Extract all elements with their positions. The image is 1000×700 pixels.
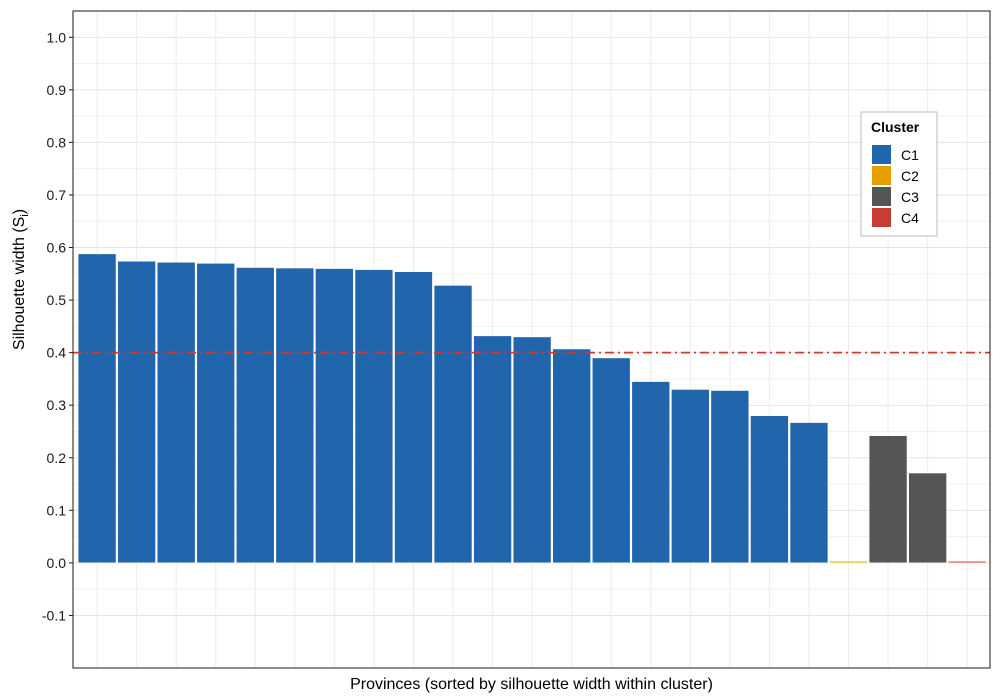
bar-c1 [789, 422, 829, 564]
y-tick-label: 0.1 [47, 502, 67, 518]
bar-c1 [196, 262, 236, 564]
y-axis-title-suffix: ) [11, 209, 28, 214]
y-axis-title-subscript: i [19, 214, 31, 216]
bar-c1 [77, 253, 117, 564]
plot-panel-border [72, 10, 991, 669]
y-tick-label: 0.7 [47, 187, 67, 203]
bar-c3 [868, 435, 908, 564]
legend: Cluster C1 C2 C3 C4 [860, 111, 938, 237]
y-tick-label: -0.1 [42, 607, 66, 623]
bar-c1 [433, 285, 473, 564]
bar-c3 [908, 472, 947, 564]
y-tick-label: 0.3 [47, 397, 67, 413]
bar-c1 [394, 271, 433, 564]
legend-title: Cluster [871, 119, 920, 135]
bar-c1 [473, 335, 512, 564]
legend-label-c4: C4 [901, 210, 919, 226]
bar-c1 [591, 357, 631, 564]
x-axis-title: Provinces (sorted by silhouette width wi… [350, 676, 713, 693]
y-tick-label: 0.8 [47, 134, 67, 150]
bar-c2 [829, 560, 868, 564]
bar-c1 [275, 267, 315, 564]
y-tick-label: 0.2 [47, 450, 67, 466]
bar-c1 [156, 261, 196, 564]
legend-items: C1 C2 C3 C4 [872, 145, 919, 227]
bars-group [77, 253, 987, 564]
legend-label-c3: C3 [901, 189, 919, 205]
bar-c1 [315, 268, 354, 564]
y-tick-label: 0.4 [47, 345, 67, 361]
y-axis: -0.1 0.0 0.1 0.2 0.3 0.4 0.5 0.6 0.7 0.8 0.9 1.0 [42, 29, 73, 623]
bar-c1 [512, 336, 552, 564]
y-tick-label: 0.0 [47, 555, 67, 571]
bar-c1 [117, 260, 156, 564]
legend-swatch-c4 [872, 208, 891, 227]
bar-c1 [236, 267, 275, 564]
y-tick-label: 0.5 [47, 292, 67, 308]
bar-c1 [750, 415, 789, 564]
legend-swatch-c1 [872, 145, 891, 164]
y-tick-label: 0.9 [47, 82, 67, 98]
legend-label-c2: C2 [901, 168, 919, 184]
y-tick-label: 0.6 [47, 240, 67, 256]
y-axis-title-main: Silhouette width (S [11, 217, 28, 350]
legend-swatch-c3 [872, 187, 891, 206]
bar-c1 [671, 389, 710, 564]
bar-c4 [947, 560, 987, 564]
bar-c1 [631, 381, 671, 564]
y-axis-title: Silhouette width (Si) [11, 209, 31, 350]
bar-c1 [710, 390, 750, 564]
legend-swatch-c2 [872, 166, 891, 185]
y-tick-label: 1.0 [47, 29, 67, 45]
bar-c1 [552, 348, 591, 564]
legend-label-c1: C1 [901, 147, 919, 163]
bar-c1 [354, 269, 394, 564]
